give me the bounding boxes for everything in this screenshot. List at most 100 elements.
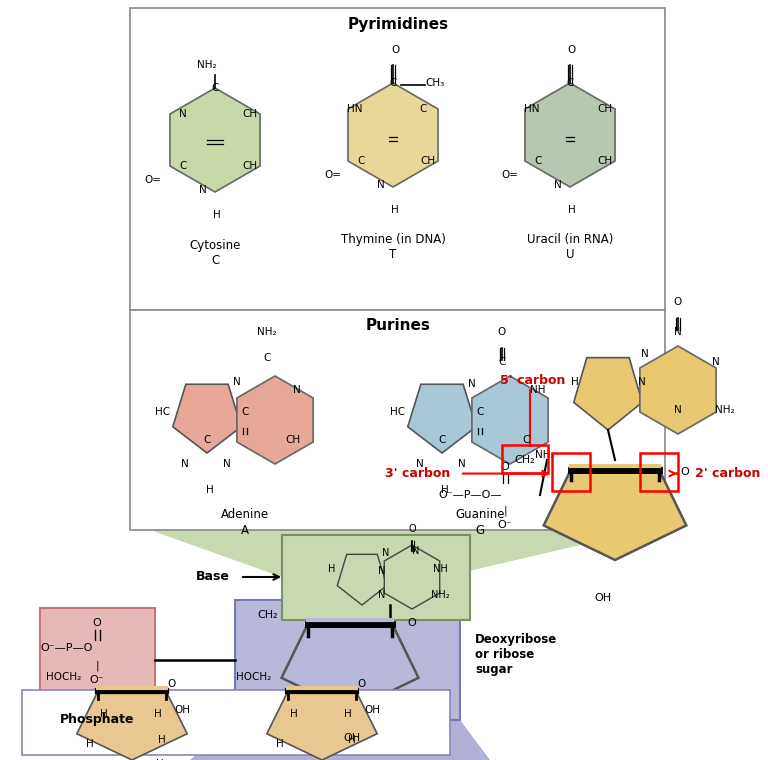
Text: 3' carbon: 3' carbon (385, 467, 450, 480)
Polygon shape (544, 470, 687, 560)
Text: CH: CH (286, 435, 300, 445)
Text: C: C (389, 78, 397, 88)
Text: O: O (408, 524, 415, 534)
Text: N: N (223, 459, 231, 469)
Text: H: H (441, 485, 449, 495)
Text: H: H (571, 377, 579, 387)
Text: CH: CH (598, 104, 613, 114)
Text: NH: NH (530, 385, 546, 395)
Text: H: H (86, 739, 94, 749)
Text: C: C (204, 435, 210, 445)
FancyBboxPatch shape (282, 535, 470, 620)
FancyBboxPatch shape (22, 690, 450, 755)
Text: O⁻: O⁻ (90, 675, 104, 685)
Text: H: H (391, 205, 399, 215)
Text: N: N (638, 377, 646, 387)
Text: NH₂: NH₂ (197, 60, 217, 70)
Polygon shape (190, 720, 490, 760)
Polygon shape (384, 545, 440, 609)
Text: C: C (476, 407, 484, 417)
Text: C: C (179, 161, 187, 171)
Text: T: T (389, 249, 396, 261)
Text: 5' carbon: 5' carbon (500, 373, 566, 387)
Text: HOCH₂: HOCH₂ (46, 672, 81, 682)
FancyBboxPatch shape (235, 600, 460, 720)
Text: H: H (328, 564, 336, 574)
Text: O=: O= (144, 175, 161, 185)
Text: N: N (379, 566, 386, 576)
Text: O: O (168, 679, 176, 689)
Text: O⁻—P—O: O⁻—P—O (41, 643, 93, 653)
FancyBboxPatch shape (130, 8, 665, 310)
Text: CH: CH (598, 156, 613, 166)
Text: Deoxyribose
or ribose
sugar: Deoxyribose or ribose sugar (475, 634, 558, 676)
Text: N: N (179, 109, 187, 119)
Text: C: C (211, 83, 219, 93)
Text: N: N (377, 180, 385, 190)
Text: Thymine (in DNA): Thymine (in DNA) (340, 233, 445, 246)
Text: OH: OH (174, 705, 190, 715)
Polygon shape (574, 358, 642, 430)
Text: U: U (566, 249, 574, 261)
Text: CH: CH (243, 161, 257, 171)
Text: HC: HC (155, 407, 170, 417)
Polygon shape (640, 346, 716, 434)
Text: O: O (680, 467, 690, 477)
Text: C: C (357, 156, 365, 166)
Text: CH₃: CH₃ (425, 78, 445, 88)
Text: O: O (501, 462, 509, 472)
Text: O: O (93, 618, 101, 628)
Text: O=: O= (502, 170, 518, 180)
Text: O: O (408, 618, 416, 628)
Text: N: N (293, 385, 301, 395)
Text: HC: HC (390, 407, 406, 417)
Text: O: O (674, 297, 682, 307)
Text: Base: Base (196, 571, 230, 584)
Polygon shape (408, 385, 476, 453)
Text: H: H (156, 759, 164, 760)
Text: C: C (535, 156, 541, 166)
Text: C: C (419, 104, 427, 114)
Polygon shape (472, 376, 548, 464)
Text: H: H (276, 739, 284, 749)
Text: N: N (416, 459, 424, 469)
Text: A: A (241, 524, 249, 537)
Text: N: N (712, 357, 720, 367)
Text: OH: OH (343, 733, 360, 743)
FancyBboxPatch shape (130, 310, 665, 530)
Text: N: N (181, 459, 189, 469)
Text: H: H (568, 205, 576, 215)
Polygon shape (150, 530, 645, 580)
Text: O: O (568, 45, 576, 55)
Polygon shape (266, 692, 377, 760)
Text: C: C (241, 407, 249, 417)
Text: G: G (475, 524, 485, 537)
Polygon shape (237, 376, 313, 464)
Text: C: C (439, 435, 445, 445)
Text: H: H (206, 485, 214, 495)
Text: NH: NH (432, 564, 448, 574)
Polygon shape (173, 385, 241, 453)
Text: Phosphate: Phosphate (60, 714, 134, 727)
Text: C: C (522, 435, 530, 445)
Text: O⁻: O⁻ (498, 520, 512, 530)
Text: N: N (468, 379, 476, 389)
Text: C: C (211, 254, 219, 267)
Text: |: | (95, 660, 99, 671)
Text: H: H (214, 210, 221, 220)
Polygon shape (282, 624, 419, 711)
Text: O: O (498, 327, 506, 337)
Text: CH: CH (243, 109, 257, 119)
Text: H: H (348, 735, 356, 745)
Text: H: H (344, 709, 352, 719)
Polygon shape (348, 83, 438, 187)
Text: N: N (199, 185, 207, 195)
Text: Adenine: Adenine (221, 508, 269, 521)
Text: O: O (391, 45, 399, 55)
Text: NH₂: NH₂ (535, 450, 554, 460)
Text: HOCH₂: HOCH₂ (237, 672, 272, 682)
Text: CH₂: CH₂ (258, 610, 278, 620)
Text: O⁻—P—O—: O⁻—P—O— (439, 490, 502, 500)
Text: O=: O= (325, 170, 342, 180)
Text: H: H (100, 709, 108, 719)
